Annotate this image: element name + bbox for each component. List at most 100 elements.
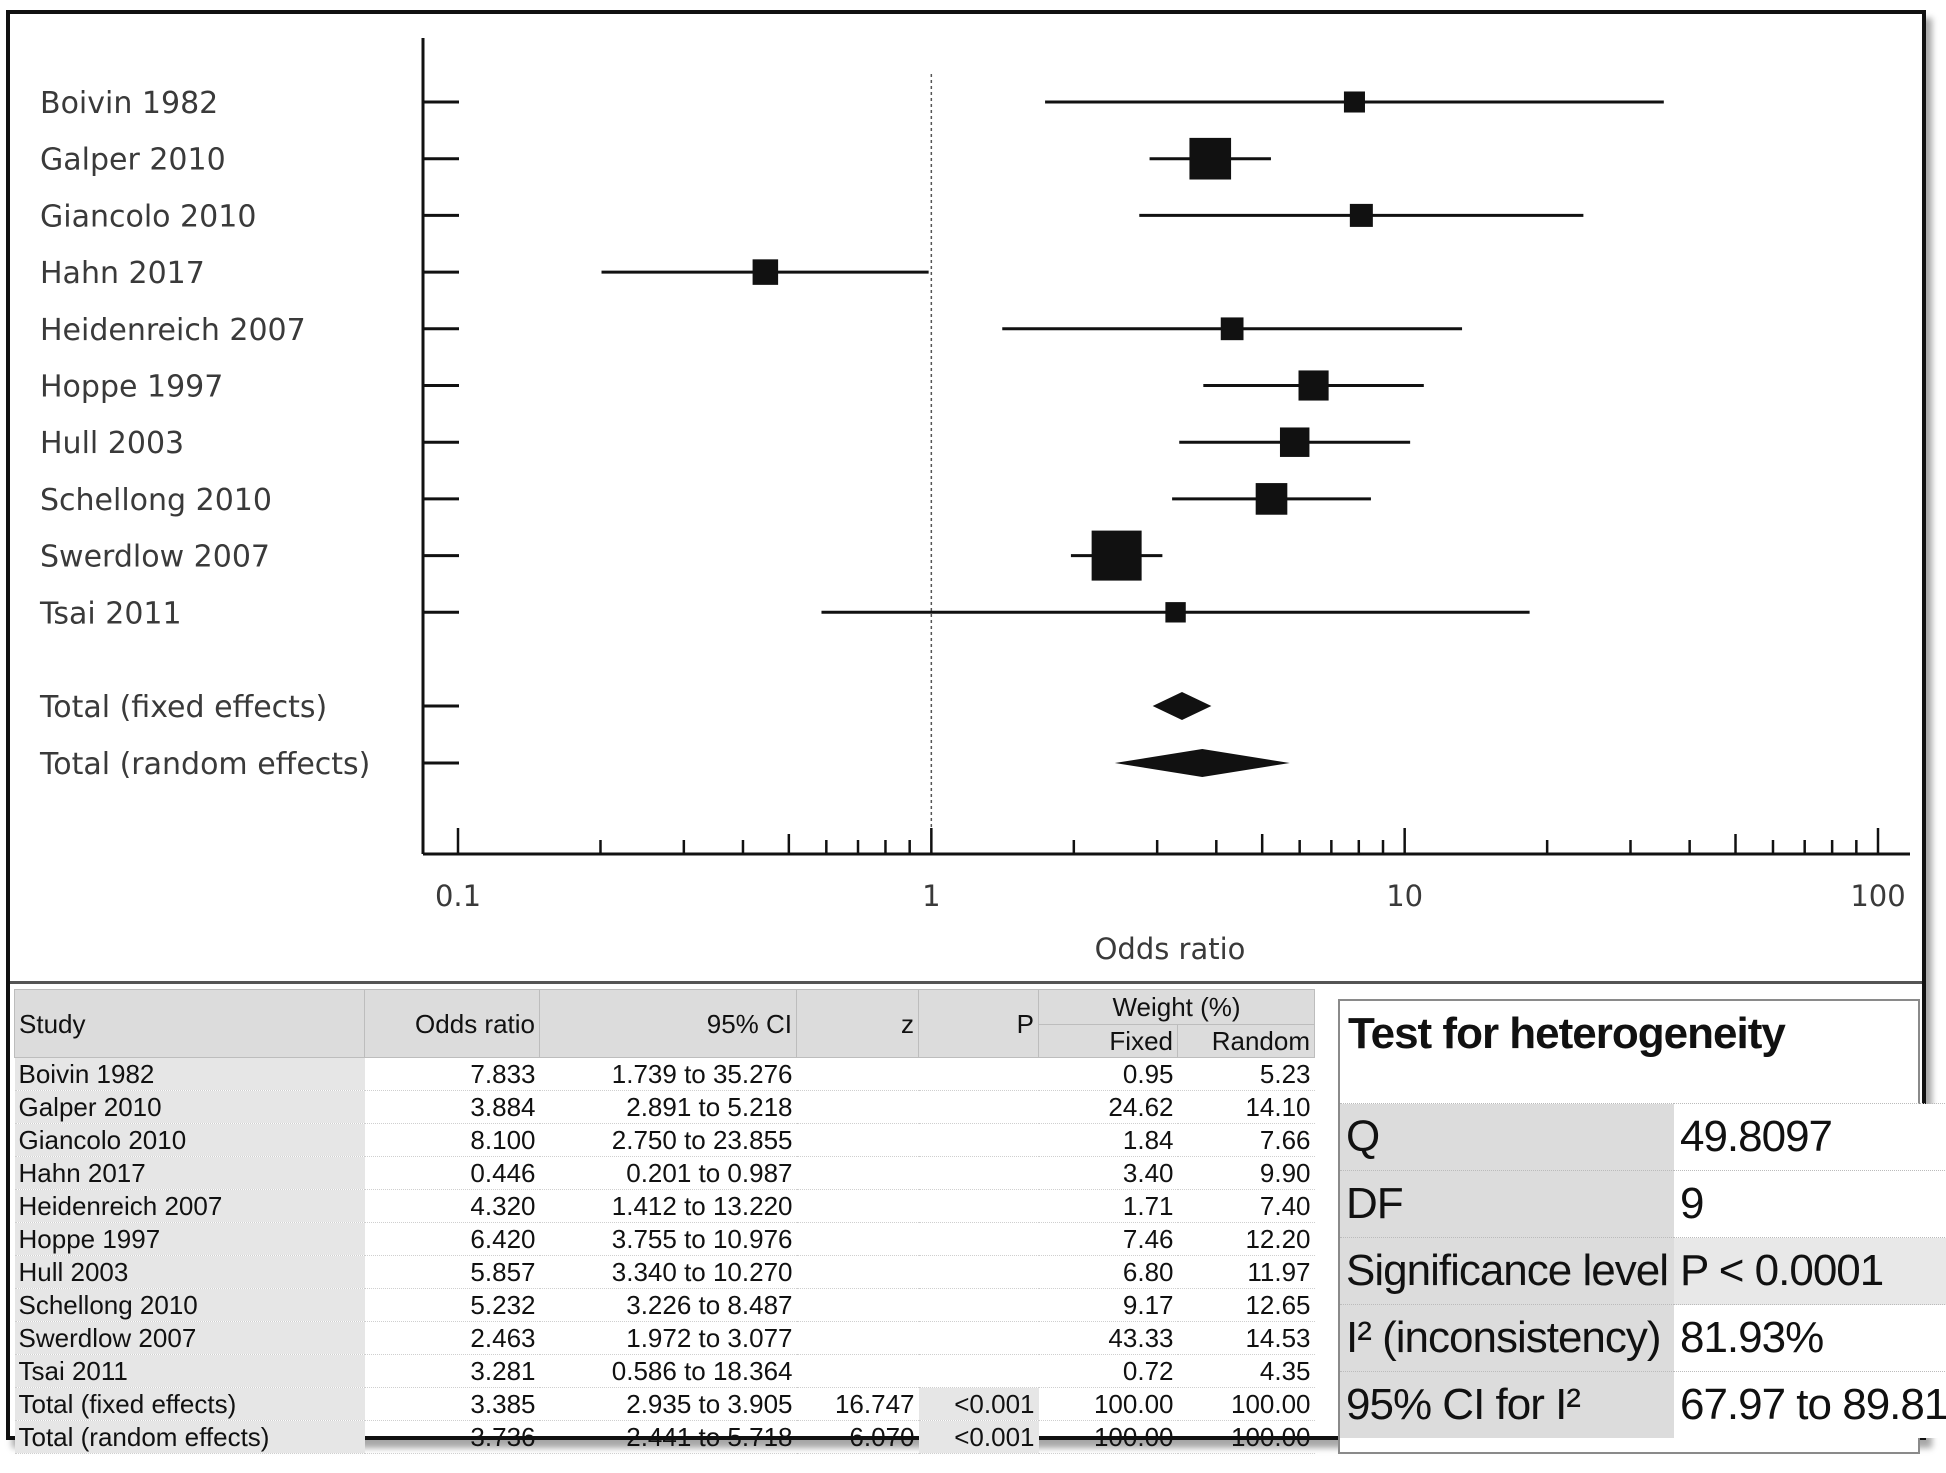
cell-study: Total (fixed effects) <box>14 1387 365 1421</box>
cell-or: 3.884 <box>364 1090 540 1124</box>
point-estimate-square <box>1349 203 1373 227</box>
cell-or: 8.100 <box>364 1123 540 1157</box>
cell-or: 5.232 <box>364 1288 540 1322</box>
cell-z <box>796 1288 919 1322</box>
cell-study: Galper 2010 <box>14 1090 365 1124</box>
cell-fixed: 43.33 <box>1038 1321 1178 1355</box>
cell-p: <0.001 <box>918 1420 1039 1454</box>
cell-fixed: 3.40 <box>1038 1156 1178 1190</box>
cell-study: Hull 2003 <box>14 1255 365 1289</box>
cell-random: 5.23 <box>1177 1057 1315 1091</box>
cell-z <box>796 1057 919 1091</box>
cell-ci: 1.739 to 35.276 <box>539 1057 797 1091</box>
cell-study: Giancolo 2010 <box>14 1123 365 1157</box>
het-row-df: DF 9 <box>1340 1170 1946 1238</box>
cell-fixed: 100.00 <box>1038 1387 1178 1421</box>
het-ci-label: 95% CI for I² <box>1340 1371 1674 1438</box>
study-label: Schellong 2010 <box>40 483 272 518</box>
cell-or: 3.281 <box>364 1354 540 1388</box>
table-row: Schellong 2010 5.232 3.226 to 8.487 9.17 12.… <box>14 1288 1315 1322</box>
cell-study: Boivin 1982 <box>14 1057 365 1091</box>
table-row: Galper 2010 3.884 2.891 to 5.218 24.62 14.10 <box>14 1090 1315 1124</box>
cell-or: 3.736 <box>364 1420 540 1454</box>
header-odds-ratio: Odds ratio <box>364 989 540 1058</box>
cell-random: 4.35 <box>1177 1354 1315 1388</box>
cell-study: Total (random effects) <box>14 1420 365 1454</box>
cell-fixed: 1.84 <box>1038 1123 1178 1157</box>
cell-random: 12.65 <box>1177 1288 1315 1322</box>
results-table: Study Odds ratio 95% CI z P Weight (%) F… <box>14 989 1316 1454</box>
table-row: Giancolo 2010 8.100 2.750 to 23.855 1.84 7.6… <box>14 1123 1315 1157</box>
cell-study: Hoppe 1997 <box>14 1222 365 1256</box>
cell-or: 2.463 <box>364 1321 540 1355</box>
cell-p <box>918 1189 1039 1223</box>
x-tick-label: 0.1 <box>435 879 481 913</box>
cell-p <box>918 1090 1039 1124</box>
header-fixed: Fixed <box>1038 1024 1178 1058</box>
cell-random: 11.97 <box>1177 1255 1315 1289</box>
table-row: Tsai 2011 3.281 0.586 to 18.364 0.72 4.35 <box>14 1354 1315 1388</box>
cell-ci: 0.586 to 18.364 <box>539 1354 797 1388</box>
header-random: Random <box>1176 1024 1316 1058</box>
results-table-body: Boivin 1982 7.833 1.739 to 35.276 0.95 5.23 G… <box>14 1057 1315 1454</box>
cell-z <box>796 1321 919 1355</box>
cell-p <box>918 1123 1039 1157</box>
cell-p <box>918 1057 1039 1091</box>
cell-ci: 0.201 to 0.987 <box>539 1156 797 1190</box>
study-label: Boivin 1982 <box>40 86 218 121</box>
cell-fixed: 100.00 <box>1038 1420 1178 1454</box>
table-row: Total (fixed effects) 3.385 2.935 to 3.905… <box>14 1387 1315 1421</box>
het-q-label: Q <box>1340 1103 1674 1171</box>
pooled-estimate-diamond <box>1114 749 1290 777</box>
table-row: Hahn 2017 0.446 0.201 to 0.987 3.40 9.90 <box>14 1156 1315 1190</box>
het-i2-label: I² (inconsistency) <box>1340 1304 1674 1372</box>
het-df-label: DF <box>1340 1170 1674 1238</box>
point-estimate-square <box>1255 483 1288 515</box>
study-label: Heidenreich 2007 <box>40 313 306 348</box>
het-q-value: 49.8097 <box>1673 1103 1946 1171</box>
cell-or: 3.385 <box>364 1387 540 1421</box>
cell-random: 14.53 <box>1177 1321 1315 1355</box>
study-label: Galper 2010 <box>40 143 226 178</box>
cell-p <box>918 1222 1039 1256</box>
table-row: Hull 2003 5.857 3.340 to 10.270 6.80 11.97 <box>14 1255 1315 1289</box>
cell-ci: 2.441 to 5.718 <box>539 1420 797 1454</box>
cell-p <box>918 1255 1039 1289</box>
pooled-estimate-diamond <box>1152 692 1212 720</box>
x-tick-label: 100 <box>1850 879 1905 913</box>
point-estimate-square <box>1165 602 1186 623</box>
cell-p <box>918 1288 1039 1322</box>
het-row-ci: 95% CI for I² 67.97 to 89.81 <box>1340 1371 1946 1438</box>
cell-z <box>796 1354 919 1388</box>
het-row-significance: Significance level P < 0.0001 <box>1340 1237 1946 1305</box>
cell-fixed: 0.72 <box>1038 1354 1178 1388</box>
header-study: Study <box>14 989 365 1058</box>
table-row: Swerdlow 2007 2.463 1.972 to 3.077 43.33 14.… <box>14 1321 1315 1355</box>
cell-fixed: 1.71 <box>1038 1189 1178 1223</box>
study-label: Tsai 2011 <box>39 596 182 631</box>
cell-random: 100.00 <box>1177 1420 1315 1454</box>
cell-random: 7.40 <box>1177 1189 1315 1223</box>
cell-z <box>796 1123 919 1157</box>
study-label: Hull 2003 <box>40 426 184 461</box>
point-estimate-square <box>1220 317 1244 341</box>
study-label: Hahn 2017 <box>40 256 205 291</box>
cell-study: Tsai 2011 <box>14 1354 365 1388</box>
cell-z <box>796 1189 919 1223</box>
cell-fixed: 7.46 <box>1038 1222 1178 1256</box>
cell-study: Hahn 2017 <box>14 1156 365 1190</box>
cell-fixed: 6.80 <box>1038 1255 1178 1289</box>
cell-ci: 3.226 to 8.487 <box>539 1288 797 1322</box>
cell-random: 12.20 <box>1177 1222 1315 1256</box>
cell-random: 7.66 <box>1177 1123 1315 1157</box>
cell-or: 4.320 <box>364 1189 540 1223</box>
section-divider <box>10 981 1922 984</box>
cell-ci: 3.340 to 10.270 <box>539 1255 797 1289</box>
table-row: Boivin 1982 7.833 1.739 to 35.276 0.95 5.23 <box>14 1057 1315 1091</box>
cell-or: 5.857 <box>364 1255 540 1289</box>
het-df-value: 9 <box>1673 1170 1946 1238</box>
cell-ci: 2.750 to 23.855 <box>539 1123 797 1157</box>
cell-p: <0.001 <box>918 1387 1039 1421</box>
study-label: Swerdlow 2007 <box>40 540 270 575</box>
header-weight: Weight (%) <box>1037 989 1316 1025</box>
